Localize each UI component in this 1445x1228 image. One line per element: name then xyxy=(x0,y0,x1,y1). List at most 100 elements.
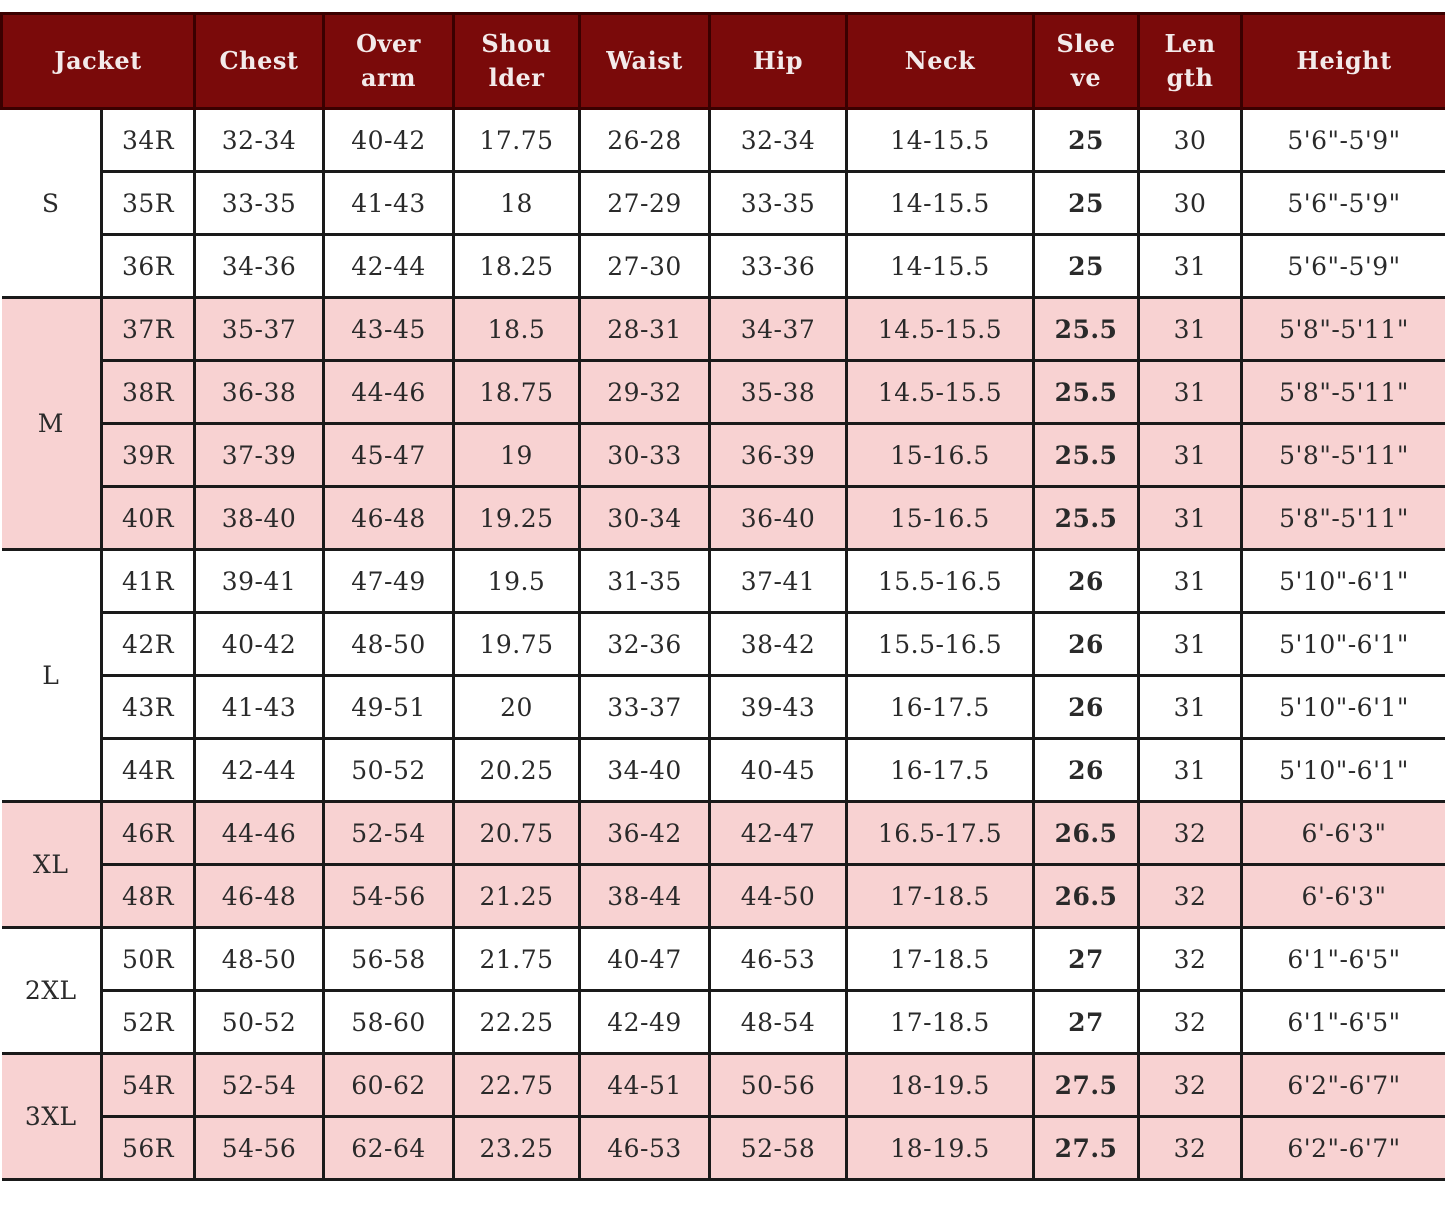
cell-sleeve: 26.5 xyxy=(1032,863,1141,929)
cell-over-arm: 45-47 xyxy=(322,422,456,488)
cell-hip: 38-42 xyxy=(708,611,849,677)
cell-jacket: 37R xyxy=(99,296,197,362)
cell-length: 30 xyxy=(1137,170,1244,236)
cell-neck: 18-19.5 xyxy=(845,1115,1036,1181)
cell-length: 32 xyxy=(1137,1115,1244,1181)
cell-over-arm: 50-52 xyxy=(322,737,456,803)
cell-height: 5'8"-5'11" xyxy=(1240,485,1445,551)
cell-waist: 38-44 xyxy=(578,863,712,929)
cell-shoulder: 20.25 xyxy=(452,737,582,803)
header-hip: Hip xyxy=(708,12,849,110)
table-row: 39R 37-39 45-47 19 30-33 36-39 15-16.5 25.5 31 5'… xyxy=(2,422,1445,488)
cell-height: 6'1"-6'5" xyxy=(1240,989,1445,1055)
cell-sleeve: 25 xyxy=(1032,107,1141,173)
cell-chest: 50-52 xyxy=(193,989,326,1055)
size-chart-table: Jacket Chest Over arm Shou lder Waist Hip Neck… xyxy=(0,12,1445,1181)
cell-sleeve: 26 xyxy=(1032,674,1141,740)
cell-waist: 30-33 xyxy=(578,422,712,488)
table-body: S 34R 32-34 40-42 17.75 26-28 32-34 14-15.5 25 30… xyxy=(1,107,1445,1181)
cell-neck: 14.5-15.5 xyxy=(845,296,1036,362)
cell-height: 5'10"-6'1" xyxy=(1240,611,1445,677)
cell-over-arm: 41-43 xyxy=(322,170,456,236)
cell-height: 5'10"-6'1" xyxy=(1240,548,1445,614)
cell-height: 5'10"-6'1" xyxy=(1240,674,1445,740)
cell-sleeve: 25.5 xyxy=(1032,359,1141,425)
table-row: L 41R 39-41 47-49 19.5 31-35 37-41 15.5-16.5 26 3… xyxy=(1,548,1445,803)
cell-chest: 35-37 xyxy=(193,296,326,362)
cell-over-arm: 40-42 xyxy=(322,107,456,173)
cell-chest: 32-34 xyxy=(193,107,326,173)
cell-sleeve: 26 xyxy=(1032,737,1141,803)
cell-neck: 15.5-16.5 xyxy=(845,548,1036,614)
size-group-label: L xyxy=(1,548,103,803)
header-waist: Waist xyxy=(578,12,712,110)
table-row: 2XL 50R 48-50 56-58 21.75 40-47 46-53 17-18.5 27… xyxy=(1,926,1445,1055)
cell-over-arm: 42-44 xyxy=(322,233,456,299)
cell-chest: 44-46 xyxy=(193,800,326,866)
cell-shoulder: 19.5 xyxy=(452,548,582,614)
cell-hip: 50-56 xyxy=(708,1052,849,1118)
cell-length: 31 xyxy=(1137,737,1244,803)
cell-waist: 26-28 xyxy=(578,107,712,173)
cell-hip: 39-43 xyxy=(708,674,849,740)
cell-hip: 44-50 xyxy=(708,863,849,929)
cell-height: 6'-6'3" xyxy=(1240,863,1445,929)
header-sleeve: Slee ve xyxy=(1032,12,1141,110)
cell-jacket: 56R xyxy=(99,1115,197,1181)
table-row: 3XL 54R 52-54 60-62 22.75 44-51 50-56 18-19.5 27… xyxy=(1,1052,1445,1181)
cell-chest: 37-39 xyxy=(193,422,326,488)
cell-height: 5'8"-5'11" xyxy=(1240,422,1445,488)
cell-shoulder: 18.75 xyxy=(452,359,582,425)
cell-height: 5'6"-5'9" xyxy=(1240,170,1445,236)
cell-waist: 29-32 xyxy=(578,359,712,425)
cell-hip: 42-47 xyxy=(708,800,849,866)
cell-shoulder: 18 xyxy=(452,170,582,236)
cell-chest: 40-42 xyxy=(193,611,326,677)
size-group-label: 3XL xyxy=(1,1052,103,1181)
cell-over-arm: 43-45 xyxy=(322,296,456,362)
cell-over-arm: 60-62 xyxy=(322,1052,456,1118)
cell-neck: 17-18.5 xyxy=(845,926,1036,992)
cell-chest: 42-44 xyxy=(193,737,326,803)
cell-over-arm: 49-51 xyxy=(322,674,456,740)
cell-shoulder: 21.25 xyxy=(452,863,582,929)
cell-waist: 31-35 xyxy=(578,548,712,614)
cell-jacket: 43R xyxy=(99,674,197,740)
cell-jacket: 34R xyxy=(99,107,197,173)
cell-waist: 42-49 xyxy=(578,989,712,1055)
cell-over-arm: 54-56 xyxy=(322,863,456,929)
cell-neck: 17-18.5 xyxy=(845,863,1036,929)
cell-jacket: 46R xyxy=(99,800,197,866)
cell-shoulder: 19 xyxy=(452,422,582,488)
cell-height: 5'6"-5'9" xyxy=(1240,107,1445,173)
cell-length: 32 xyxy=(1137,1052,1244,1118)
cell-shoulder: 22.25 xyxy=(452,989,582,1055)
header-chest: Chest xyxy=(193,12,326,110)
cell-waist: 34-40 xyxy=(578,737,712,803)
cell-shoulder: 23.25 xyxy=(452,1115,582,1181)
cell-length: 32 xyxy=(1137,926,1244,992)
cell-hip: 35-38 xyxy=(708,359,849,425)
header-jacket: Jacket xyxy=(0,12,197,110)
cell-jacket: 36R xyxy=(99,233,197,299)
cell-chest: 36-38 xyxy=(193,359,326,425)
cell-waist: 27-30 xyxy=(578,233,712,299)
cell-over-arm: 52-54 xyxy=(322,800,456,866)
header-height: Height xyxy=(1240,12,1445,110)
cell-neck: 16-17.5 xyxy=(845,674,1036,740)
size-group-label: S xyxy=(1,107,103,299)
header-neck: Neck xyxy=(845,12,1036,110)
table-row: 48R 46-48 54-56 21.25 38-44 44-50 17-18.5 26.5 3… xyxy=(2,863,1445,929)
table-row: S 34R 32-34 40-42 17.75 26-28 32-34 14-15.5 25 30… xyxy=(1,107,1445,299)
table-row: 38R 36-38 44-46 18.75 29-32 35-38 14.5-15.5 25.… xyxy=(2,359,1445,425)
cell-over-arm: 62-64 xyxy=(322,1115,456,1181)
cell-over-arm: 56-58 xyxy=(322,926,456,992)
cell-sleeve: 26 xyxy=(1032,548,1141,614)
cell-neck: 18-19.5 xyxy=(845,1052,1036,1118)
cell-neck: 15-16.5 xyxy=(845,485,1036,551)
table-row: 35R 33-35 41-43 18 27-29 33-35 14-15.5 25 30 5'6"… xyxy=(2,170,1445,236)
size-group-label: M xyxy=(1,296,103,551)
cell-hip: 32-34 xyxy=(708,107,849,173)
cell-waist: 30-34 xyxy=(578,485,712,551)
cell-chest: 33-35 xyxy=(193,170,326,236)
